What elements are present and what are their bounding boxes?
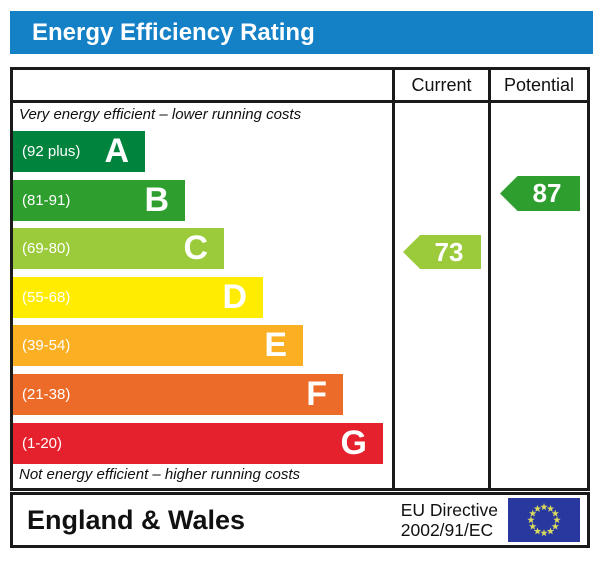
- band-bar-D: (55-68) D: [13, 276, 263, 318]
- potential-column-header: Potential: [503, 75, 575, 95]
- band-bar-G: (1-20) G: [13, 422, 383, 464]
- band-letter: D: [222, 277, 247, 316]
- band-row-E: (39-54) E: [13, 325, 392, 367]
- chart-title: Energy Efficiency Rating: [32, 18, 315, 46]
- current-rating-value: 73: [434, 236, 464, 267]
- band-range-label: (21-38): [22, 385, 71, 403]
- band-range-label: (92 plus): [22, 143, 81, 160]
- band-letter: B: [144, 180, 169, 219]
- band-bar-E: (39-54) E: [13, 325, 303, 367]
- band-letter: F: [306, 374, 327, 413]
- band-letter: E: [264, 326, 287, 365]
- band-row-C: (69-80) C: [13, 228, 392, 270]
- top-efficiency-note: Very energy efficient – lower running co…: [19, 106, 302, 123]
- header-row-divider: [13, 100, 587, 103]
- region-label: England & Wales: [27, 504, 246, 535]
- eu-directive-line1: EU Directive: [400, 500, 498, 520]
- current-rating-marker: 73: [403, 235, 481, 269]
- band-range-label: (39-54): [22, 337, 71, 355]
- band-range-label: (55-68): [22, 288, 71, 306]
- current-column-divider: [392, 70, 395, 488]
- band-bar-F: (21-38) F: [13, 373, 343, 415]
- eu-directive-label: EU Directive 2002/91/EC: [401, 500, 498, 540]
- potential-rating-marker: 87: [500, 176, 580, 211]
- band-letter: G: [340, 423, 367, 462]
- title-bar: Energy Efficiency Rating: [10, 11, 593, 54]
- band-range-label: (81-91): [22, 191, 71, 209]
- band-row-G: (1-20) G: [13, 422, 392, 464]
- potential-rating-value: 87: [532, 178, 562, 208]
- band-bar-B: (81-91) B: [13, 179, 185, 221]
- eu-flag-icon: [508, 498, 580, 542]
- band-letter: A: [104, 132, 129, 170]
- rating-table: Current Potential Very energy efficient …: [10, 67, 590, 491]
- current-column-header: Current: [411, 75, 472, 95]
- bottom-efficiency-note: Not energy efficient – higher running co…: [19, 466, 300, 483]
- band-bar-C: (69-80) C: [13, 228, 224, 270]
- band-row-D: (55-68) D: [13, 276, 392, 318]
- eu-directive-line2: 2002/91/EC: [400, 520, 494, 540]
- potential-column-divider: [488, 70, 491, 488]
- rating-bands: (92 plus) A (81-91) B (69-80) C (55-68) D (39-54…: [13, 131, 392, 471]
- footer-bar: England & Wales EU Directive 2002/91/EC: [10, 492, 590, 548]
- band-row-B: (81-91) B: [13, 179, 392, 221]
- band-bar-A: (92 plus) A: [13, 131, 145, 172]
- band-range-label: (69-80): [22, 240, 71, 258]
- band-row-A: (92 plus) A: [13, 131, 392, 172]
- band-letter: C: [183, 229, 208, 268]
- band-range-label: (1-20): [22, 434, 63, 452]
- band-row-F: (21-38) F: [13, 373, 392, 415]
